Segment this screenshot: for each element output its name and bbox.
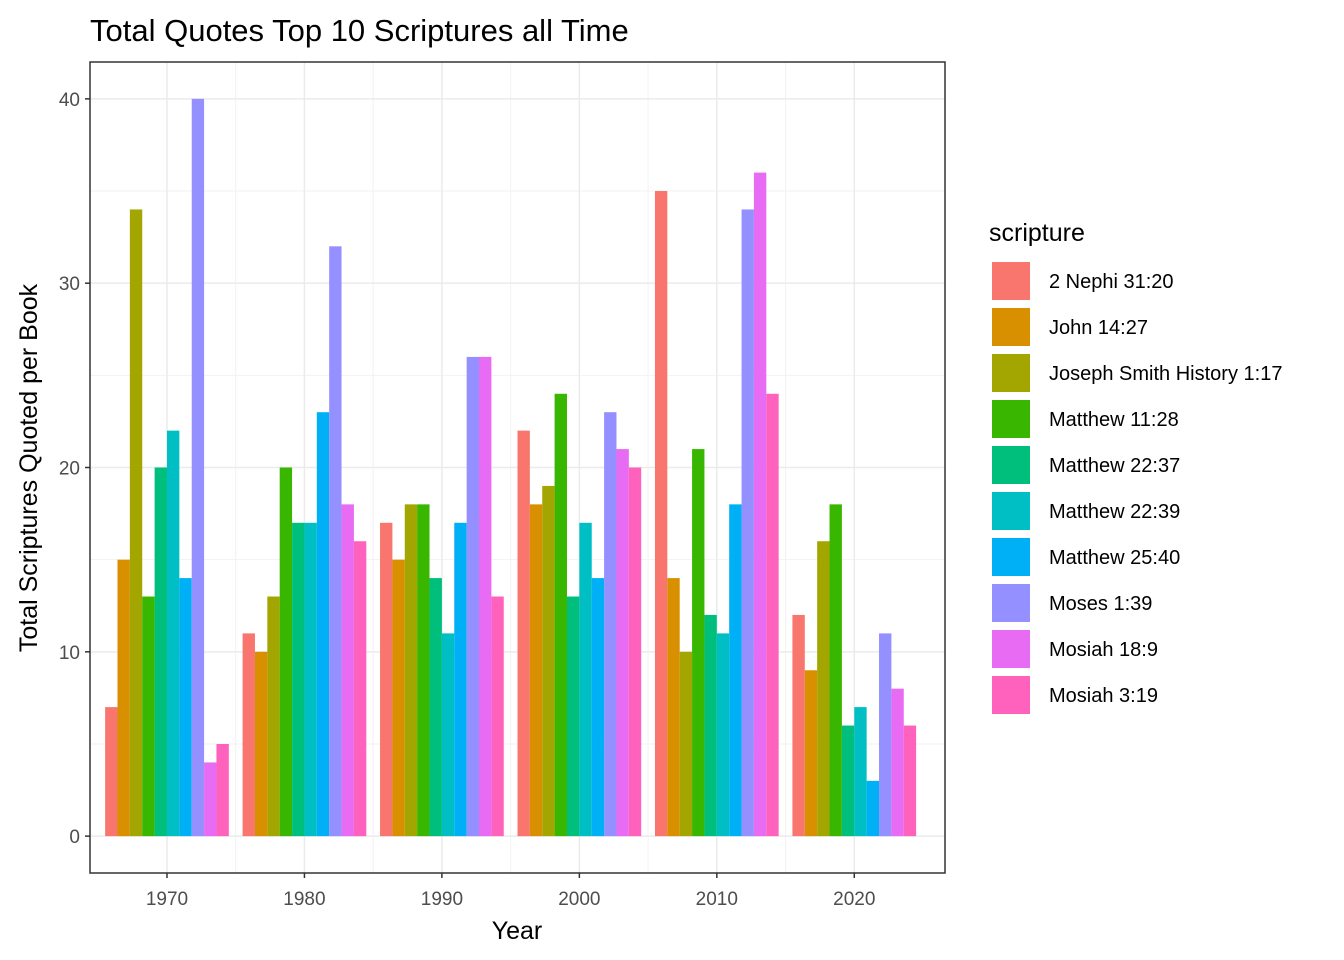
legend-key: [992, 676, 1030, 714]
bar-matthew-22-37-1970: [154, 467, 167, 837]
bar-john-14-27-1990: [392, 559, 405, 837]
bar-john-14-27-2010: [667, 578, 680, 837]
legend-key: [992, 400, 1030, 438]
bar-2-nephi-31-20-1980: [242, 633, 255, 837]
x-tick-label: 1980: [283, 889, 325, 910]
bar-mosiah-3-19-2020: [903, 725, 917, 837]
bar-2-nephi-31-20-1990: [380, 522, 393, 837]
bar-matthew-22-39-1970: [166, 430, 180, 837]
bar-john-14-27-1980: [254, 651, 268, 837]
plot-panel: 0 10 20 30 40 1970 1980 1990 2000 2010 2020: [59, 61, 946, 910]
legend-label: Matthew 11:28: [1049, 409, 1179, 431]
legend-key: [992, 446, 1030, 484]
y-tick-label: 40: [59, 90, 80, 111]
bar-2-nephi-31-20-2000: [517, 430, 530, 837]
bar-moses-1-39-2010: [741, 209, 754, 837]
bar-joseph-smith-history-1-17-1990: [404, 504, 418, 837]
bar-matthew-22-39-2020: [854, 707, 867, 837]
bar-matthew-22-37-1980: [292, 522, 305, 837]
bar-matthew-25-40-2000: [591, 578, 605, 837]
legend-key: [992, 630, 1030, 668]
bar-joseph-smith-history-1-17-2000: [542, 485, 555, 837]
y-tick-label: 0: [69, 827, 80, 848]
legend-label: Mosiah 18:9: [1049, 639, 1158, 661]
bar-moses-1-39-1980: [329, 246, 342, 837]
bar-matthew-22-37-2010: [704, 614, 717, 837]
bar-matthew-25-40-1980: [316, 412, 330, 837]
bar-mosiah-18-9-2010: [753, 172, 767, 837]
bar-mosiah-18-9-2020: [891, 688, 904, 837]
bar-matthew-22-39-2000: [579, 522, 592, 837]
bar-mosiah-18-9-1980: [341, 504, 354, 837]
legend-label: John 14:27: [1049, 317, 1148, 339]
bar-2-nephi-31-20-2010: [654, 191, 668, 837]
bar-2-nephi-31-20-2020: [792, 614, 805, 837]
bar-matthew-22-37-2000: [566, 596, 580, 837]
bar-matthew-22-37-2020: [841, 725, 855, 837]
x-tick-label: 1990: [421, 889, 463, 910]
bar-mosiah-18-9-1970: [204, 762, 217, 837]
legend-label: 2 Nephi 31:20: [1049, 271, 1174, 293]
legend: scripture 2 Nephi 31:20 John 14:27 Joseph …: [989, 219, 1282, 714]
bar-joseph-smith-history-1-17-2010: [679, 651, 693, 837]
bar-matthew-22-39-1980: [304, 522, 317, 837]
bar-moses-1-39-2000: [604, 412, 617, 837]
bar-mosiah-18-9-1990: [479, 356, 492, 837]
x-tick-label: 1970: [146, 889, 188, 910]
x-axis-title: Year: [492, 917, 543, 945]
x-tick-label: 2020: [833, 889, 875, 910]
bar-john-14-27-1970: [117, 559, 130, 837]
bar-joseph-smith-history-1-17-2020: [817, 541, 830, 837]
bar-matthew-11-28-1970: [142, 596, 155, 837]
bar-john-14-27-2020: [804, 670, 818, 837]
legend-label: Matthew 25:40: [1049, 547, 1180, 569]
bar-mosiah-3-19-1990: [491, 596, 504, 837]
legend-key: [992, 308, 1030, 346]
bar-matthew-25-40-2010: [729, 504, 742, 837]
bar-mosiah-3-19-1980: [353, 541, 367, 837]
bar-mosiah-3-19-2000: [628, 467, 642, 837]
bar-matthew-11-28-2000: [554, 393, 567, 837]
legend-label: Matthew 22:39: [1049, 501, 1180, 523]
legend-key: [992, 492, 1030, 530]
legend-key: [992, 354, 1030, 392]
legend-key: [992, 262, 1030, 300]
legend-label: Mosiah 3:19: [1049, 685, 1158, 707]
bar-matthew-11-28-1990: [417, 504, 430, 837]
bar-matthew-11-28-2010: [692, 449, 705, 837]
bar-matthew-22-39-1990: [441, 633, 455, 837]
y-axis-title: Total Scriptures Quoted per Book: [15, 283, 43, 652]
bar-john-14-27-2000: [529, 504, 543, 837]
legend-key: [992, 538, 1030, 576]
bar-mosiah-18-9-2000: [616, 449, 629, 837]
bar-moses-1-39-1970: [191, 98, 205, 837]
legend-title: scripture: [989, 219, 1085, 247]
bar-mosiah-3-19-1970: [216, 743, 229, 837]
bar-matthew-25-40-1970: [179, 578, 192, 837]
bar-moses-1-39-1990: [466, 356, 480, 837]
chart-title: Total Quotes Top 10 Scriptures all Time: [90, 13, 629, 48]
legend-label: Moses 1:39: [1049, 593, 1152, 615]
y-tick-label: 10: [59, 643, 80, 664]
legend-label: Joseph Smith History 1:17: [1049, 363, 1282, 385]
bar-matthew-11-28-1980: [279, 467, 293, 837]
bar-matthew-22-39-2010: [716, 633, 730, 837]
legend-label: Matthew 22:37: [1049, 455, 1180, 477]
y-tick-label: 20: [59, 459, 80, 480]
y-tick-label: 30: [59, 274, 80, 295]
bar-matthew-25-40-2020: [866, 780, 880, 837]
bar-matthew-22-37-1990: [429, 578, 442, 837]
legend-key: [992, 584, 1030, 622]
bar-2-nephi-31-20-1970: [105, 707, 118, 837]
bar-matthew-25-40-1990: [454, 522, 467, 837]
bar-mosiah-3-19-2010: [766, 393, 779, 837]
x-tick-label: 2000: [558, 889, 600, 910]
bar-joseph-smith-history-1-17-1980: [267, 596, 280, 837]
bar-moses-1-39-2020: [879, 633, 892, 837]
bar-joseph-smith-history-1-17-1970: [129, 209, 143, 837]
bar-matthew-11-28-2020: [829, 504, 842, 837]
x-tick-label: 2010: [696, 889, 738, 910]
